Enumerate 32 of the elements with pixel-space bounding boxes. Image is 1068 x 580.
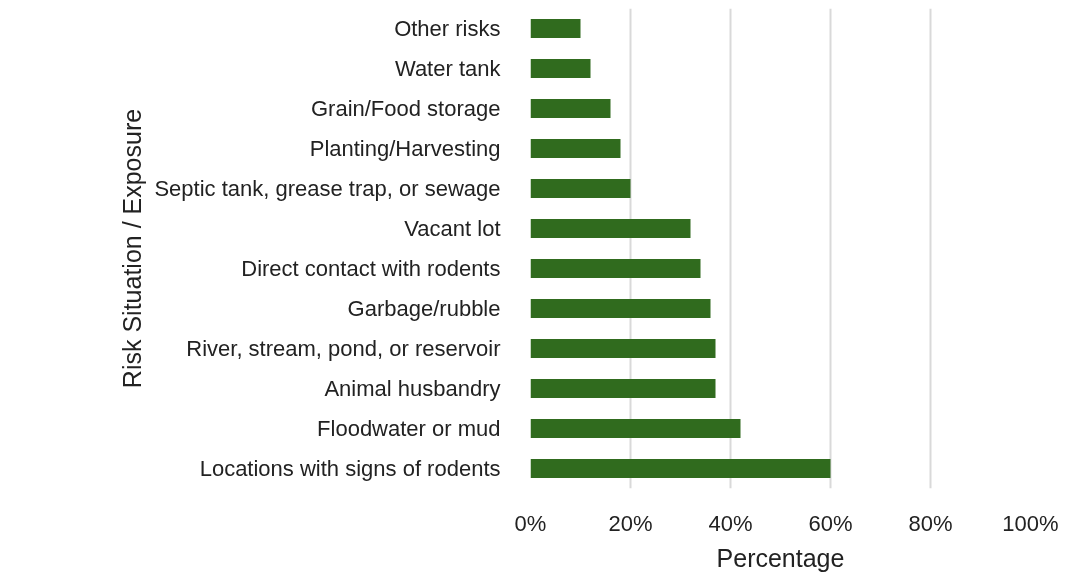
bar <box>530 259 701 278</box>
bar <box>530 19 581 38</box>
x-tick-label: 80% <box>908 510 953 536</box>
y-axis-title: Risk Situation / Exposure <box>118 108 147 389</box>
y-tick-label: River, stream, pond, or reservoir <box>186 336 501 361</box>
bar <box>530 139 621 158</box>
bar <box>530 59 591 78</box>
y-tick-label: Locations with signs of rodents <box>199 456 501 481</box>
x-tick-label: 40% <box>708 510 753 536</box>
y-tick-label: Vacant lot <box>404 216 501 241</box>
x-tick-label: 100% <box>1002 510 1059 536</box>
x-tick-label: 0% <box>514 510 547 536</box>
y-tick-label: Direct contact with rodents <box>241 256 501 281</box>
y-tick-label: Water tank <box>394 56 502 81</box>
y-tick-label: Floodwater or mud <box>317 416 501 441</box>
bar <box>530 419 741 438</box>
y-tick-label: Septic tank, grease trap, or sewage <box>154 176 501 201</box>
y-tick-label: Grain/Food storage <box>310 96 501 121</box>
y-tick-label: Planting/Harvesting <box>309 136 501 161</box>
x-axis-title: Percentage <box>716 543 845 572</box>
bar <box>530 99 611 118</box>
x-tick-label: 20% <box>608 510 653 536</box>
y-tick-label: Other risks <box>394 16 501 41</box>
bar <box>530 299 711 318</box>
bar <box>530 179 631 198</box>
bar <box>530 219 691 238</box>
bar <box>530 459 831 478</box>
bar <box>530 339 716 358</box>
bar <box>530 379 716 398</box>
y-tick-label: Animal husbandry <box>324 376 501 401</box>
y-tick-label: Garbage/rubble <box>347 296 501 321</box>
x-tick-label: 60% <box>808 510 853 536</box>
